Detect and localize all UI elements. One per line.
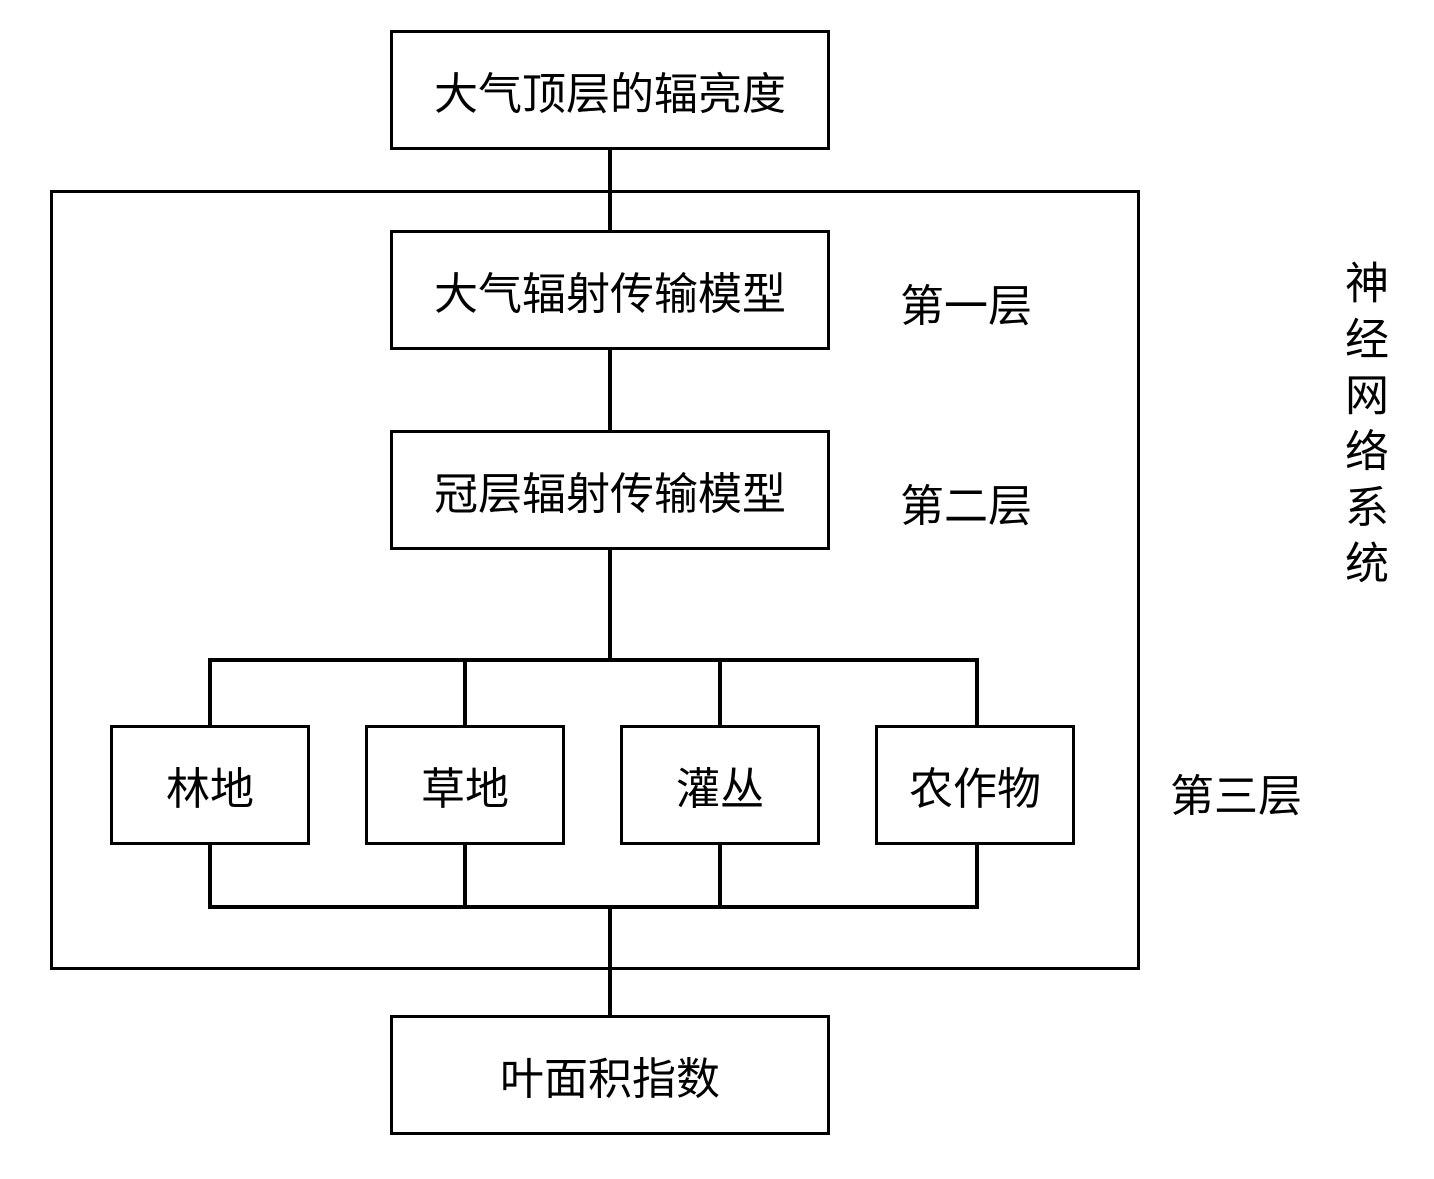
layer2-box: 冠层辐射传输模型 xyxy=(390,430,830,550)
layer3-text-3: 农作物 xyxy=(909,753,1041,817)
split-v3 xyxy=(718,658,722,725)
nn-system-label: 神经网络系统 xyxy=(1330,260,1394,596)
top-box-text: 大气顶层的辐亮度 xyxy=(434,58,786,122)
merge-v3 xyxy=(718,845,722,907)
layer1-label: 第一层 xyxy=(900,270,1032,334)
layer3-box-forest: 林地 xyxy=(110,725,310,845)
merge-v4 xyxy=(975,845,979,907)
bottom-box: 叶面积指数 xyxy=(390,1015,830,1135)
merge-v2 xyxy=(463,845,467,907)
layer1-text: 大气辐射传输模型 xyxy=(434,258,786,322)
layer3-text-1: 草地 xyxy=(421,753,509,817)
connector-l2-split xyxy=(608,550,612,660)
connector-l1-l2 xyxy=(608,350,612,430)
layer3-box-crop: 农作物 xyxy=(875,725,1075,845)
split-v4 xyxy=(975,658,979,725)
layer3-box-grass: 草地 xyxy=(365,725,565,845)
bottom-box-text: 叶面积指数 xyxy=(500,1043,720,1107)
connector-merge-bottom xyxy=(608,905,612,1015)
layer3-text-2: 灌丛 xyxy=(676,753,764,817)
merge-v1 xyxy=(208,845,212,907)
merge-horizontal xyxy=(208,905,979,909)
layer1-box: 大气辐射传输模型 xyxy=(390,230,830,350)
split-horizontal xyxy=(208,658,979,662)
top-box: 大气顶层的辐亮度 xyxy=(390,30,830,150)
layer3-label: 第三层 xyxy=(1170,760,1302,824)
split-v2 xyxy=(463,658,467,725)
layer3-box-shrub: 灌丛 xyxy=(620,725,820,845)
layer2-label: 第二层 xyxy=(900,470,1032,534)
split-v1 xyxy=(208,658,212,725)
layer2-text: 冠层辐射传输模型 xyxy=(434,458,786,522)
layer3-text-0: 林地 xyxy=(166,753,254,817)
